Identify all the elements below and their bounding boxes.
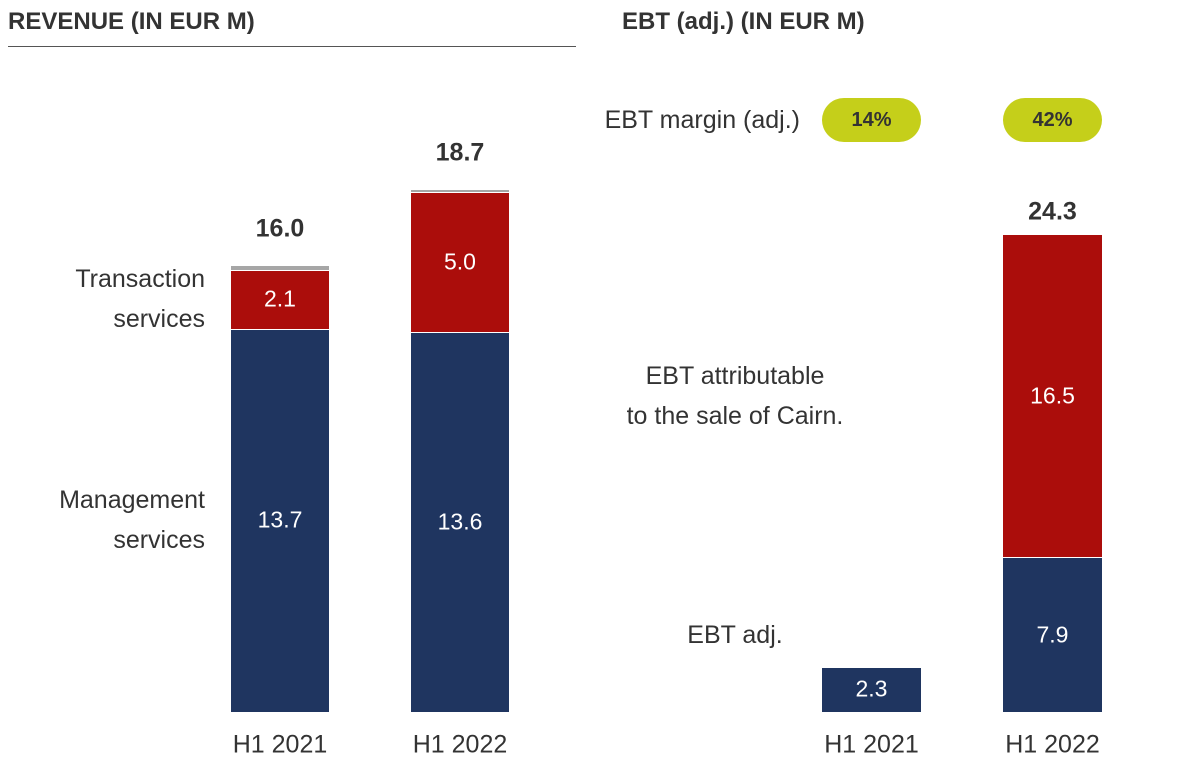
x-tick-label: H1 2022	[412, 730, 508, 759]
bar-segment	[231, 264, 329, 271]
segment-label: 5.0	[444, 248, 476, 275]
segment-label: 13.7	[257, 506, 303, 533]
segment-label: 7.9	[1036, 621, 1069, 648]
legend-label: Transaction services	[75, 265, 205, 334]
chart-title: REVENUE (IN EUR M)	[8, 8, 255, 35]
legend-label: EBT adj.	[687, 620, 783, 649]
x-tick-label: H1 2021	[824, 730, 919, 759]
chart-title: EBT (adj.) (IN EUR M)	[622, 8, 865, 35]
segment-label: 13.6	[437, 508, 483, 535]
bar-segment	[822, 666, 921, 712]
bar-segment	[411, 189, 509, 192]
bar-segment	[1003, 234, 1102, 558]
margin-pill: 14%	[822, 98, 921, 142]
legend-label: EBT attributable to the sale of Cairn.	[626, 361, 844, 430]
x-tick-label: H1 2021	[232, 730, 328, 759]
bar-segment	[231, 270, 329, 329]
bar-segment	[1003, 557, 1102, 712]
segment-label: 2.3	[855, 675, 888, 702]
total-label: 16.0	[255, 214, 305, 242]
margin-pill: 42%	[1003, 98, 1102, 142]
bar-segment	[411, 331, 509, 712]
bar-segment	[231, 328, 329, 712]
margin-label: EBT margin (adj.)	[604, 106, 800, 134]
total-label: 24.3	[1028, 197, 1077, 226]
total-label: 18.7	[435, 138, 485, 167]
legend-label: Management services	[59, 486, 205, 555]
segment-label: 2.1	[264, 285, 296, 312]
segment-label: 16.5	[1030, 382, 1075, 409]
title-rule	[8, 46, 576, 47]
bar-segment	[411, 191, 509, 332]
x-tick-label: H1 2022	[1005, 730, 1100, 759]
